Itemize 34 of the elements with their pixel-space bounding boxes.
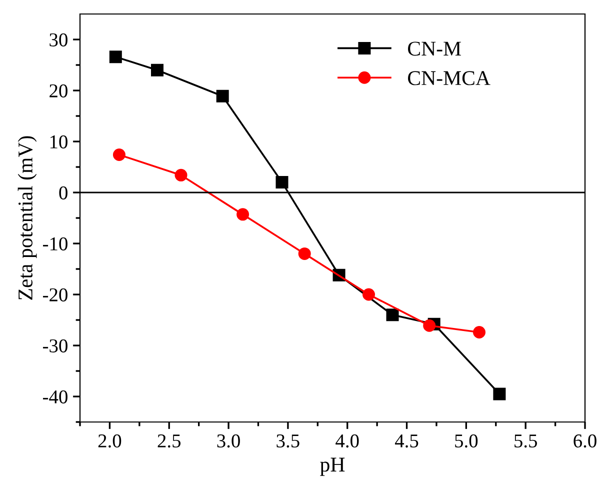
y-tick-label: 30	[50, 33, 68, 46]
point	[216, 90, 229, 102]
x-tick-label: 4.0	[336, 434, 359, 448]
y-tick-label: 20	[50, 84, 68, 98]
y-tick-label: -30	[43, 339, 68, 352]
point	[362, 288, 375, 301]
y-tick-label: 10	[50, 135, 68, 148]
point	[112, 148, 126, 162]
x-tick-label: 6.0	[574, 434, 596, 448]
point	[493, 388, 506, 400]
point	[236, 208, 250, 221]
y-tick-label: -40	[43, 390, 68, 404]
legend-label: CN-M	[408, 42, 461, 56]
x-tick-label: 5.5	[514, 434, 537, 448]
y-tick-label: -20	[43, 288, 68, 302]
point	[298, 247, 311, 260]
x-tick-label: 3.0	[217, 434, 240, 448]
x-tick-label: 2.5	[158, 434, 181, 448]
legend-label: CN-MCA	[408, 71, 490, 86]
x-tick-label: 3.5	[276, 434, 300, 448]
x-tick-label: 2.0	[98, 434, 122, 448]
x-tick-label: 4.5	[394, 434, 418, 448]
point	[150, 64, 164, 76]
y-axis-title: Zeta potential (mV)	[18, 136, 37, 300]
point	[276, 176, 288, 189]
y-tick-label: 0	[59, 186, 68, 200]
point	[423, 319, 436, 332]
y-tick-label: -10	[43, 237, 68, 250]
point	[174, 168, 188, 182]
x-axis-title: pH	[320, 458, 345, 476]
point	[386, 308, 399, 322]
point	[472, 326, 486, 338]
x-tick-label: 5.0	[455, 434, 478, 448]
point	[109, 50, 122, 64]
